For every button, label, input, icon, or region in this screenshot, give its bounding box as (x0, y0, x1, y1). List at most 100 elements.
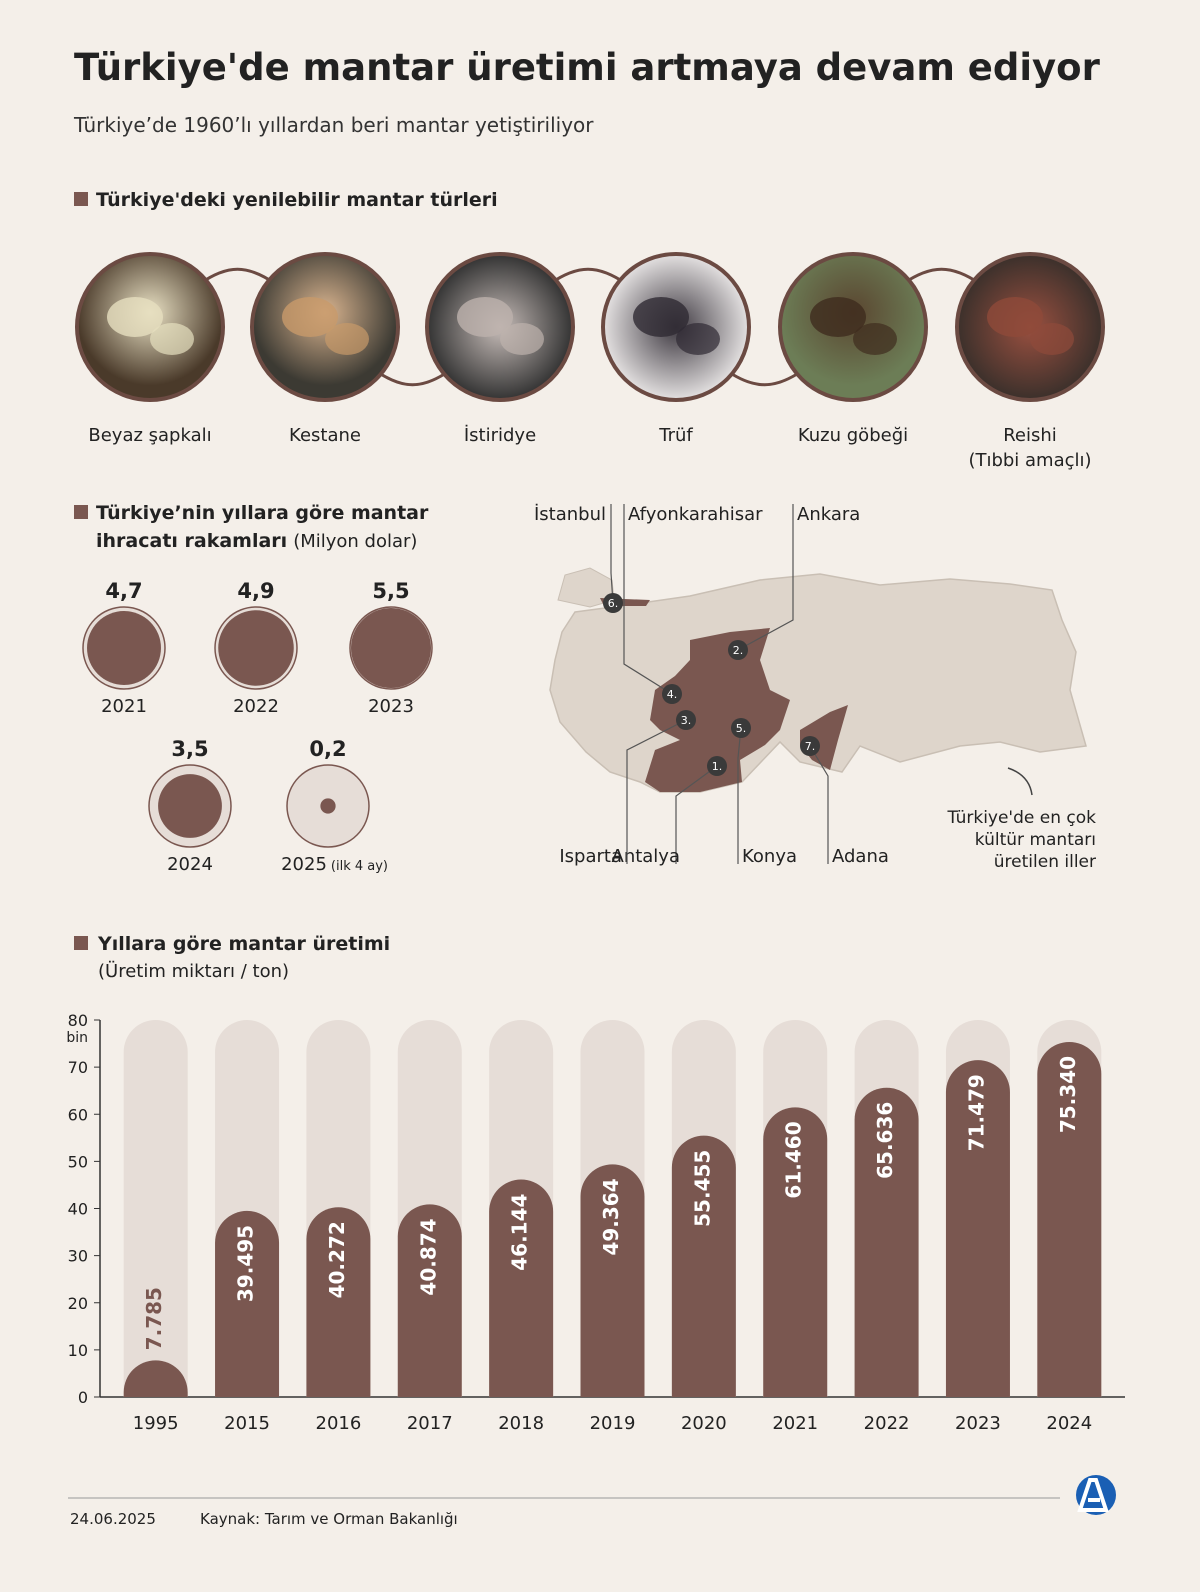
footer-date: 24.06.2025 (70, 1510, 156, 1528)
bar (945, 1060, 1010, 1397)
mushroom-gallery: Beyaz şapkalı Kestane İstiridye Trüf Kuzu gö… (75, 252, 1105, 471)
section-marker (74, 505, 88, 519)
province-marker (800, 736, 820, 756)
bar (306, 1207, 371, 1397)
leader-line (626, 719, 687, 864)
x-tick-label: 2023 (955, 1413, 1001, 1434)
x-tick-label: 2024 (1046, 1413, 1092, 1434)
mushroom-name: İstiridye (464, 425, 536, 446)
province-name: Konya (742, 846, 797, 867)
mushroom-cap (325, 323, 369, 355)
x-tick-label: 2021 (772, 1413, 818, 1434)
leader-line (809, 745, 829, 864)
annotation-arrow (1007, 767, 1033, 796)
province-number: 3. (681, 714, 692, 727)
section-heading: ihracatı rakamları (96, 530, 287, 552)
province-number: 1. (712, 760, 723, 773)
leader-line (737, 504, 794, 651)
mushroom-cap (987, 297, 1043, 337)
category-label: 2022 (233, 696, 279, 717)
province-number: 7. (805, 740, 816, 753)
y-tick-label: 60 (68, 1105, 88, 1124)
province-name: Antalya (612, 846, 681, 867)
value-label: 55.455 (690, 1150, 714, 1227)
mushroom-name: Beyaz şapkalı (88, 425, 211, 446)
mushroom-cap (810, 297, 866, 337)
section-heading: Yıllara göre mantar üretimi (97, 933, 390, 955)
section-heading: Türkiye'deki yenilebilir mantar türleri (96, 189, 498, 211)
bar (671, 1135, 736, 1397)
bar (580, 1164, 645, 1397)
mushroom-cap (1030, 323, 1074, 355)
value-label: 61.460 (782, 1121, 806, 1198)
province-name: Adana (832, 846, 889, 867)
title: Türkiye'de mantar üretimi artmaya devam … (74, 46, 1101, 89)
subtitle: Türkiye’de 1960’lı yıllardan beri mantar… (73, 113, 594, 137)
section-heading: Türkiye’nin yıllara göre mantar (96, 502, 429, 524)
map-annotation: kültür mantarı (975, 830, 1096, 850)
x-tick-label: 2022 (864, 1413, 910, 1434)
bar (397, 1204, 462, 1397)
value-label: 40.272 (325, 1221, 349, 1298)
value-label: 4,9 (237, 579, 274, 603)
mushroom-name: Trüf (658, 425, 693, 446)
value-label: 65.636 (873, 1102, 897, 1179)
province-number: 6. (608, 597, 619, 610)
x-tick-label: 1995 (133, 1413, 179, 1434)
category-label: 2021 (101, 696, 147, 717)
map-region (645, 628, 790, 792)
y-tick-label: 0 (78, 1388, 88, 1407)
category-label: 2023 (368, 696, 414, 717)
mushroom-cap (676, 323, 720, 355)
province-marker (731, 718, 751, 738)
y-tick-label: 10 (68, 1341, 88, 1360)
value-label: 5,5 (372, 579, 409, 603)
y-tick-label: 30 (68, 1247, 88, 1266)
value-label: 49.364 (599, 1178, 623, 1255)
mushroom-name: Kuzu göbeği (798, 425, 908, 446)
province-number: 2. (733, 644, 744, 657)
mushroom-cap (457, 297, 513, 337)
bar-track (123, 1020, 188, 1397)
category-label: 2024 (167, 854, 213, 875)
province-name: Ankara (797, 504, 860, 525)
value-label: 7.785 (142, 1287, 166, 1350)
value-label: 0,2 (309, 737, 346, 761)
footer-source: Kaynak: Tarım ve Orman Bakanlığı (200, 1510, 458, 1528)
value-label: 3,5 (171, 737, 208, 761)
province-name: Isparta (559, 846, 622, 867)
section-subheading: (Üretim miktarı / ton) (98, 960, 289, 982)
x-tick-label: 2019 (590, 1413, 636, 1434)
bubble (87, 611, 161, 685)
value-label: 40.874 (416, 1218, 440, 1295)
map: 1. Antalya 2. Ankara 3. Isparta 4. Afyonkarahis… (534, 504, 1096, 872)
mushroom-note: (Tıbbi amaçlı) (968, 450, 1091, 471)
x-tick-label: 2020 (681, 1413, 727, 1434)
category-note: (ilk 4 ay) (331, 859, 388, 874)
mushroom-cap (150, 323, 194, 355)
value-label: 75.340 (1056, 1056, 1080, 1133)
bar (854, 1087, 919, 1397)
bubble (158, 774, 222, 838)
mushroom-name: Reishi (1003, 425, 1057, 446)
y-tick-label: 20 (68, 1294, 88, 1313)
leader-line (675, 765, 718, 864)
y-tick-label: 40 (68, 1200, 88, 1219)
mushroom-cap (500, 323, 544, 355)
leader-line (623, 504, 673, 695)
bar (489, 1179, 554, 1397)
y-tick-label: 70 (68, 1058, 88, 1077)
province-marker (662, 684, 682, 704)
province-name: Afyonkarahisar (628, 504, 763, 525)
map-annotation: üretilen iller (994, 852, 1096, 872)
unit-label: (Milyon dolar) (293, 531, 417, 552)
province-name: İstanbul (534, 504, 606, 525)
province-number: 5. (736, 722, 747, 735)
province-marker (603, 593, 623, 613)
value-label: 71.479 (964, 1074, 988, 1151)
value-label: 4,7 (105, 579, 142, 603)
province-marker (707, 756, 727, 776)
map-annotation: Türkiye'de en çok (947, 808, 1097, 828)
bubble (218, 610, 294, 686)
